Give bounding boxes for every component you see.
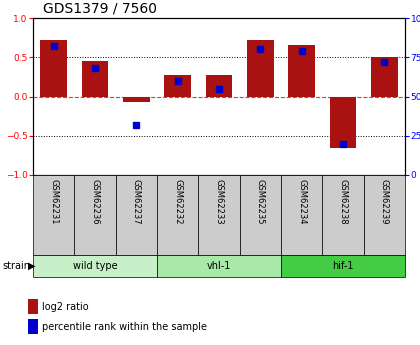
Text: wild type: wild type [73,261,117,271]
Text: GDS1379 / 7560: GDS1379 / 7560 [43,2,157,16]
Bar [371,57,398,97]
Bar [322,175,364,255]
Text: GSM62239: GSM62239 [380,179,389,225]
Text: GSM62238: GSM62238 [339,179,347,225]
Bar [281,175,322,255]
Bar [116,175,157,255]
Bar [157,175,198,255]
Bar [364,175,405,255]
Bar [40,40,67,97]
Text: GSM62234: GSM62234 [297,179,306,225]
Text: log2 ratio: log2 ratio [42,302,89,312]
Bar [240,175,281,255]
Bar [123,97,150,102]
Bar [74,175,116,255]
Bar [157,255,281,277]
Text: GSM62237: GSM62237 [132,179,141,225]
Bar [33,175,74,255]
Text: ▶: ▶ [28,261,36,271]
Bar [164,75,191,97]
Text: strain: strain [2,261,30,271]
Bar [33,255,157,277]
Bar [288,46,315,97]
Bar [28,299,38,314]
Text: GSM62236: GSM62236 [90,179,100,225]
Bar [198,175,240,255]
Bar [281,255,405,277]
Text: percentile rank within the sample: percentile rank within the sample [42,322,207,332]
Bar [81,61,108,97]
Text: GSM62235: GSM62235 [256,179,265,225]
Text: GSM62233: GSM62233 [215,179,223,225]
Text: GSM62232: GSM62232 [173,179,182,225]
Bar [330,97,357,148]
Bar [205,75,232,97]
Text: GSM62231: GSM62231 [49,179,58,225]
Bar [247,40,274,97]
Text: vhl-1: vhl-1 [207,261,231,271]
Text: hif-1: hif-1 [332,261,354,271]
Bar [28,319,38,334]
